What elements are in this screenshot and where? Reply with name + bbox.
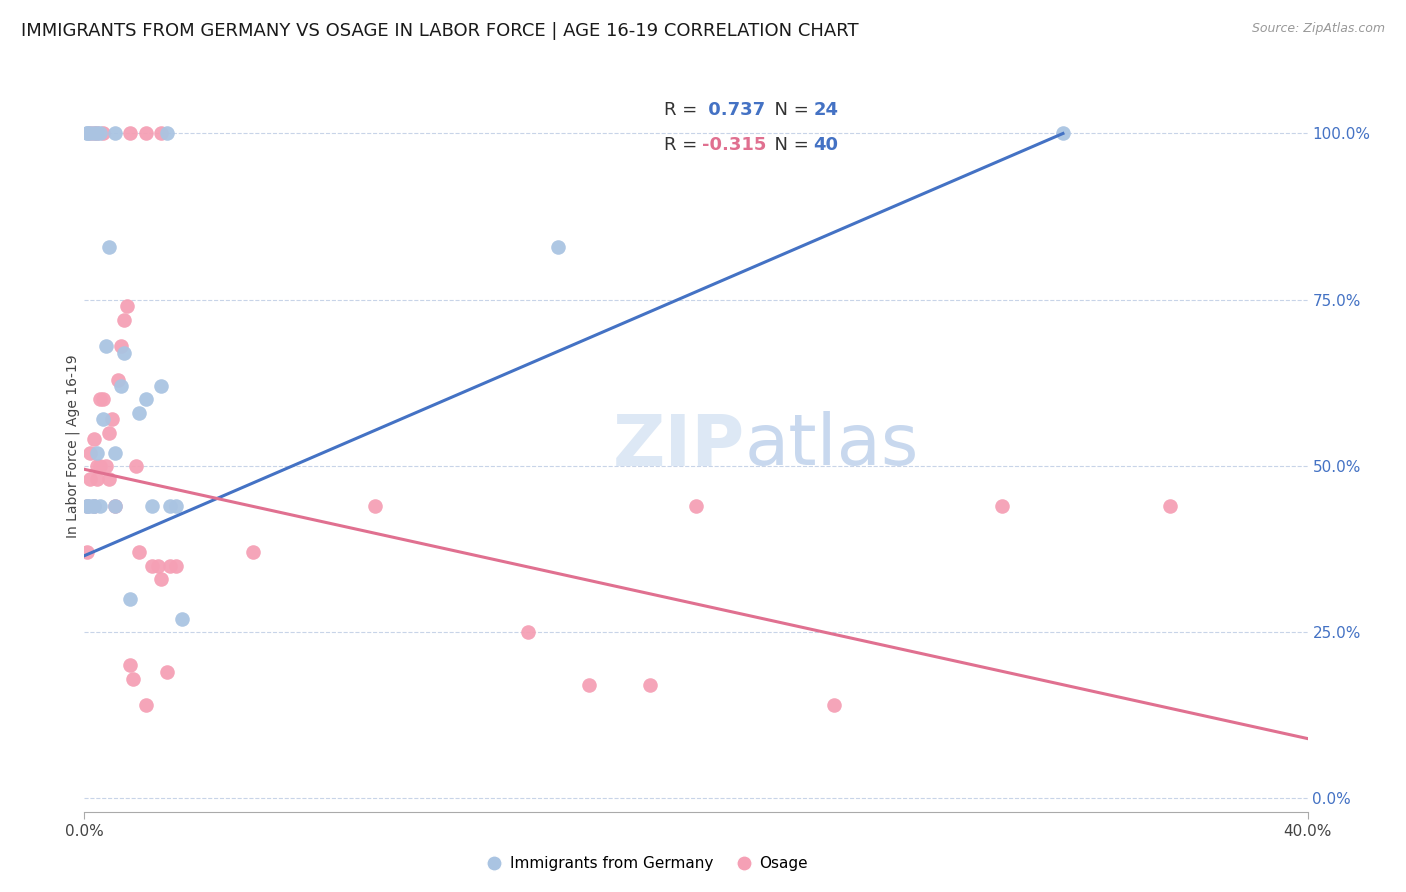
Point — [83, 127, 105, 141]
Point — [578, 678, 600, 692]
Point — [165, 499, 187, 513]
Point — [364, 499, 387, 513]
Point — [115, 299, 138, 313]
Point — [86, 127, 108, 141]
Point — [76, 127, 98, 141]
Point — [120, 127, 142, 141]
Point — [165, 558, 187, 573]
Point — [91, 412, 114, 426]
Point — [685, 499, 707, 513]
Point — [76, 545, 98, 559]
Point — [94, 458, 117, 473]
Point — [149, 127, 172, 141]
Point — [94, 339, 117, 353]
Text: atlas: atlas — [745, 411, 920, 481]
Text: 40: 40 — [814, 136, 838, 153]
Point — [79, 127, 101, 141]
Point — [159, 558, 181, 573]
Point — [156, 127, 179, 141]
Text: N =: N = — [763, 136, 814, 153]
Point — [86, 472, 108, 486]
Point — [86, 127, 108, 141]
Point — [97, 425, 120, 440]
Text: 24: 24 — [814, 101, 838, 119]
Text: IMMIGRANTS FROM GERMANY VS OSAGE IN LABOR FORCE | AGE 16-19 CORRELATION CHART: IMMIGRANTS FROM GERMANY VS OSAGE IN LABO… — [21, 22, 859, 40]
Point — [146, 558, 169, 573]
Point — [141, 499, 163, 513]
Text: R =: R = — [664, 101, 703, 119]
Point — [159, 499, 181, 513]
Point — [89, 499, 111, 513]
Point — [86, 445, 108, 459]
Point — [242, 545, 264, 559]
Text: N =: N = — [763, 101, 814, 119]
Point — [125, 458, 148, 473]
Point — [76, 499, 98, 513]
Point — [83, 127, 105, 141]
Point — [79, 472, 101, 486]
Point — [135, 698, 157, 713]
Point — [104, 127, 127, 141]
Text: -0.315: -0.315 — [702, 136, 766, 153]
Text: 0.737: 0.737 — [702, 101, 765, 119]
Point — [89, 458, 111, 473]
Y-axis label: In Labor Force | Age 16-19: In Labor Force | Age 16-19 — [66, 354, 80, 538]
Point — [128, 406, 150, 420]
Point — [128, 545, 150, 559]
Point — [86, 458, 108, 473]
Point — [823, 698, 845, 713]
Point — [516, 625, 538, 640]
Point — [122, 672, 145, 686]
Point — [79, 499, 101, 513]
Text: Source: ZipAtlas.com: Source: ZipAtlas.com — [1251, 22, 1385, 36]
Point — [112, 346, 135, 360]
Point — [91, 392, 114, 407]
Point — [104, 499, 127, 513]
Point — [104, 445, 127, 459]
Point — [135, 392, 157, 407]
Point — [110, 379, 132, 393]
Point — [83, 433, 105, 447]
Point — [547, 239, 569, 253]
Point — [76, 127, 98, 141]
Point — [156, 665, 179, 679]
Point — [107, 372, 129, 386]
Point — [110, 339, 132, 353]
Point — [76, 499, 98, 513]
Point — [149, 572, 172, 586]
Point — [120, 591, 142, 606]
Text: ZIP: ZIP — [613, 411, 745, 481]
Point — [89, 127, 111, 141]
Point — [104, 499, 127, 513]
Point — [83, 499, 105, 513]
Point — [112, 312, 135, 326]
Point — [141, 558, 163, 573]
Point — [97, 239, 120, 253]
Point — [149, 379, 172, 393]
Point — [120, 658, 142, 673]
Point — [83, 499, 105, 513]
Point — [638, 678, 661, 692]
Point — [83, 499, 105, 513]
Point — [135, 127, 157, 141]
Point — [89, 392, 111, 407]
Point — [991, 499, 1014, 513]
Point — [172, 612, 194, 626]
Point — [91, 127, 114, 141]
Point — [101, 412, 124, 426]
Legend: Immigrants from Germany, Osage: Immigrants from Germany, Osage — [481, 850, 814, 877]
Point — [1052, 127, 1074, 141]
Point — [97, 472, 120, 486]
Point — [79, 127, 101, 141]
Point — [79, 445, 101, 459]
Text: R =: R = — [664, 136, 703, 153]
Point — [1159, 499, 1181, 513]
Point — [76, 499, 98, 513]
